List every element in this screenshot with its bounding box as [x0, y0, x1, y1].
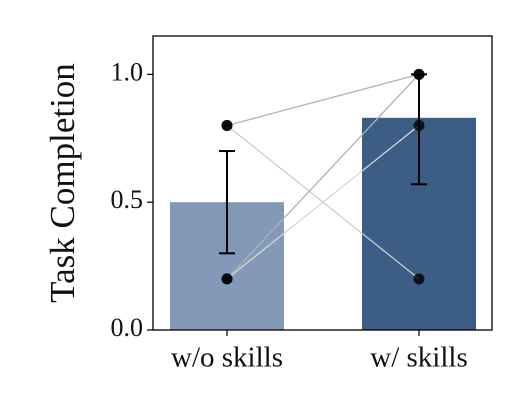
y-tick-label: 0.5 — [111, 185, 144, 214]
y-tick-label: 1.0 — [111, 57, 144, 86]
point — [413, 68, 425, 80]
plot-frame — [152, 35, 493, 331]
point — [413, 119, 425, 131]
y-tick-label: 0.0 — [111, 313, 144, 342]
point — [221, 273, 233, 285]
x-tick-label: w/ skills — [370, 342, 468, 374]
pair-line — [226, 124, 420, 280]
y-axis-label: Task Completion — [43, 63, 82, 303]
pair-line — [226, 73, 420, 280]
x-tick-label: w/o skills — [171, 342, 283, 374]
pair-line — [226, 73, 420, 127]
point — [221, 119, 233, 131]
point — [413, 273, 425, 285]
